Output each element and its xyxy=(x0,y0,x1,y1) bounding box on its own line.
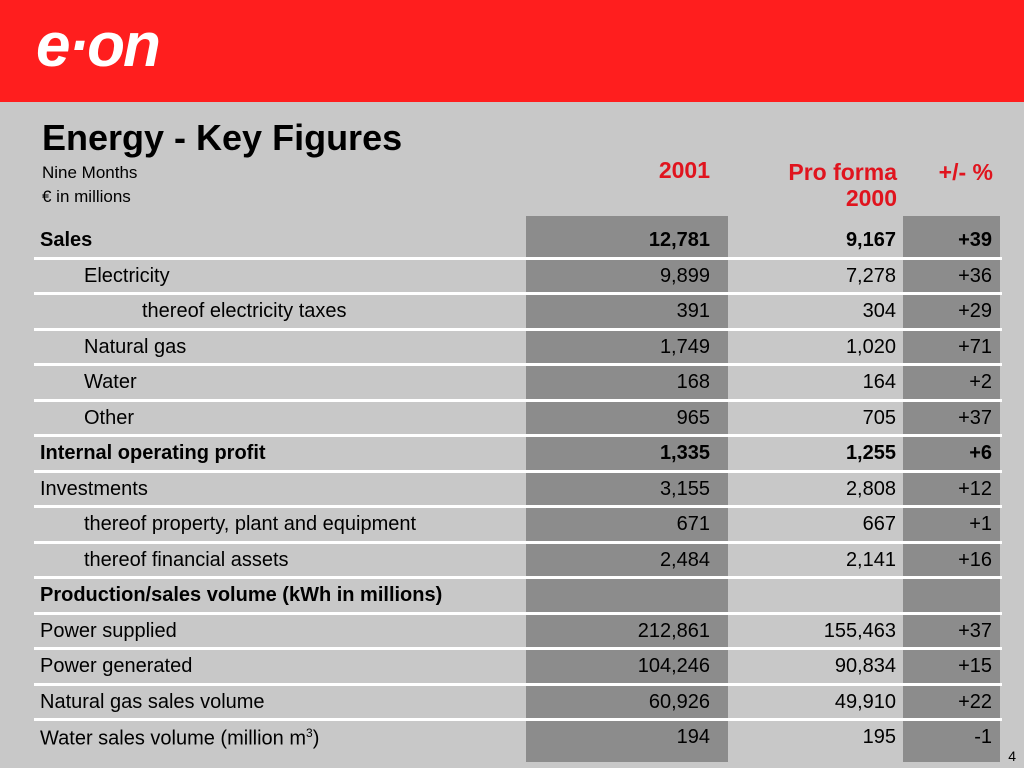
row-label: Natural gas sales volume xyxy=(40,690,265,713)
row-label: Internal operating profit xyxy=(40,442,266,464)
table-row: Sales 12,781 9,167 +39 xyxy=(34,224,1002,260)
table-row: Natural gas 1,749 1,020 +71 xyxy=(34,331,1002,366)
row-label-main: Water sales volume (million m xyxy=(40,727,306,750)
column-header-change: +/- % xyxy=(938,159,993,185)
value-2000: 2,141 xyxy=(845,548,896,571)
table-row: Investments 3,155 2,808 +12 xyxy=(34,473,1002,508)
value-2001: 9,899 xyxy=(659,264,710,287)
value-2000: 90,834 xyxy=(834,655,896,677)
value-2001: 391 xyxy=(676,300,710,322)
column-2001-background xyxy=(526,216,728,762)
row-label: Electricity xyxy=(84,264,170,287)
value-2000: 155,463 xyxy=(823,619,896,642)
eon-logo: e·on xyxy=(36,14,161,78)
page-number: 4 xyxy=(1008,748,1016,764)
subtitle: Nine Months xyxy=(42,163,138,182)
table-row: Electricity 9,899 7,278 +36 xyxy=(34,260,1002,295)
value-change: +39 xyxy=(958,229,992,251)
row-label: thereof financial assets xyxy=(84,548,289,571)
value-change: +15 xyxy=(958,655,992,677)
value-2001: 2,484 xyxy=(659,548,710,571)
row-label: Other xyxy=(84,406,135,429)
value-change: +16 xyxy=(958,548,992,571)
row-label-superscript: 3 xyxy=(306,726,313,740)
value-2000: 7,278 xyxy=(845,264,896,287)
value-2000: 49,910 xyxy=(834,690,896,713)
value-change: +22 xyxy=(958,690,992,713)
page-title: Energy - Key Figures xyxy=(42,117,403,158)
row-label: Water xyxy=(84,371,137,393)
svg-text:e·on: e·on xyxy=(36,14,159,78)
value-change: +36 xyxy=(958,264,992,287)
column-header-pro-forma: Pro forma 2000 xyxy=(740,159,897,211)
table-row: Other 965 705 +37 xyxy=(34,402,1002,437)
row-label: Sales xyxy=(40,229,93,251)
value-change: -1 xyxy=(974,726,992,748)
column-change-background xyxy=(903,216,1000,762)
header-bar: e·on xyxy=(0,0,1024,102)
value-change: +71 xyxy=(958,335,992,358)
row-label: Power supplied xyxy=(40,619,177,642)
value-2000: 705 xyxy=(862,406,896,429)
value-2001: 104,246 xyxy=(637,655,710,677)
value-change: +1 xyxy=(969,513,992,535)
value-2000: 195 xyxy=(862,726,896,748)
row-label: thereof property, plant and equipment xyxy=(84,513,417,535)
value-2001: 168 xyxy=(676,371,710,393)
value-2000: 2,808 xyxy=(845,477,896,500)
value-2001: 12,781 xyxy=(648,229,710,251)
table-row: Internal operating profit 1,335 1,255 +6 xyxy=(34,437,1002,473)
value-2000: 304 xyxy=(862,300,896,322)
table-row: Power supplied 212,861 155,463 +37 xyxy=(34,615,1002,650)
value-change: +37 xyxy=(958,619,992,642)
unit-note: € in millions xyxy=(42,187,131,206)
row-label-end: ) xyxy=(312,727,320,750)
row-label: Investments xyxy=(40,477,148,500)
value-2001: 965 xyxy=(676,406,710,429)
table-row: thereof property, plant and equipment 67… xyxy=(34,508,1002,544)
row-label: Natural gas xyxy=(84,335,187,358)
value-2000: 9,167 xyxy=(845,229,896,251)
table-row: Water sales volume (million m3) 194 195 … xyxy=(34,721,1002,757)
table-row: Production/sales volume (kWh in millions… xyxy=(34,579,1002,615)
row-label: Production/sales volume (kWh in millions… xyxy=(40,584,443,606)
value-2001: 1,335 xyxy=(659,442,710,464)
column-header-2001: 2001 xyxy=(658,157,710,183)
row-label: Power generated xyxy=(40,655,193,677)
value-2000: 164 xyxy=(862,371,896,393)
value-2000: 1,255 xyxy=(845,442,896,464)
column-header-pro-forma-line2: 2000 xyxy=(845,185,897,211)
value-2001: 1,749 xyxy=(659,335,710,358)
table-row: Natural gas sales volume 60,926 49,910 +… xyxy=(34,686,1002,721)
value-change: +2 xyxy=(969,371,992,393)
value-change: +6 xyxy=(969,442,992,464)
row-label: Water sales volume (million m3) xyxy=(40,726,319,751)
value-change: +37 xyxy=(958,406,992,429)
value-change: +29 xyxy=(958,300,992,322)
value-2001: 60,926 xyxy=(648,690,710,713)
value-2000: 667 xyxy=(862,513,896,535)
value-change: +12 xyxy=(958,477,992,500)
value-2001: 212,861 xyxy=(637,619,710,642)
value-2001: 3,155 xyxy=(659,477,710,500)
key-figures-table: Sales 12,781 9,167 +39 Electricity 9,899… xyxy=(34,224,1002,757)
value-2001: 194 xyxy=(676,726,710,748)
value-2001: 671 xyxy=(676,513,710,535)
table-row: Water 168 164 +2 xyxy=(34,366,1002,402)
table-row: thereof electricity taxes 391 304 +29 xyxy=(34,295,1002,331)
row-label: thereof electricity taxes xyxy=(142,300,347,322)
table-row: thereof financial assets 2,484 2,141 +16 xyxy=(34,544,1002,579)
table-row: Power generated 104,246 90,834 +15 xyxy=(34,650,1002,686)
column-header-pro-forma-line1: Pro forma xyxy=(788,159,897,185)
value-2000: 1,020 xyxy=(845,335,896,358)
